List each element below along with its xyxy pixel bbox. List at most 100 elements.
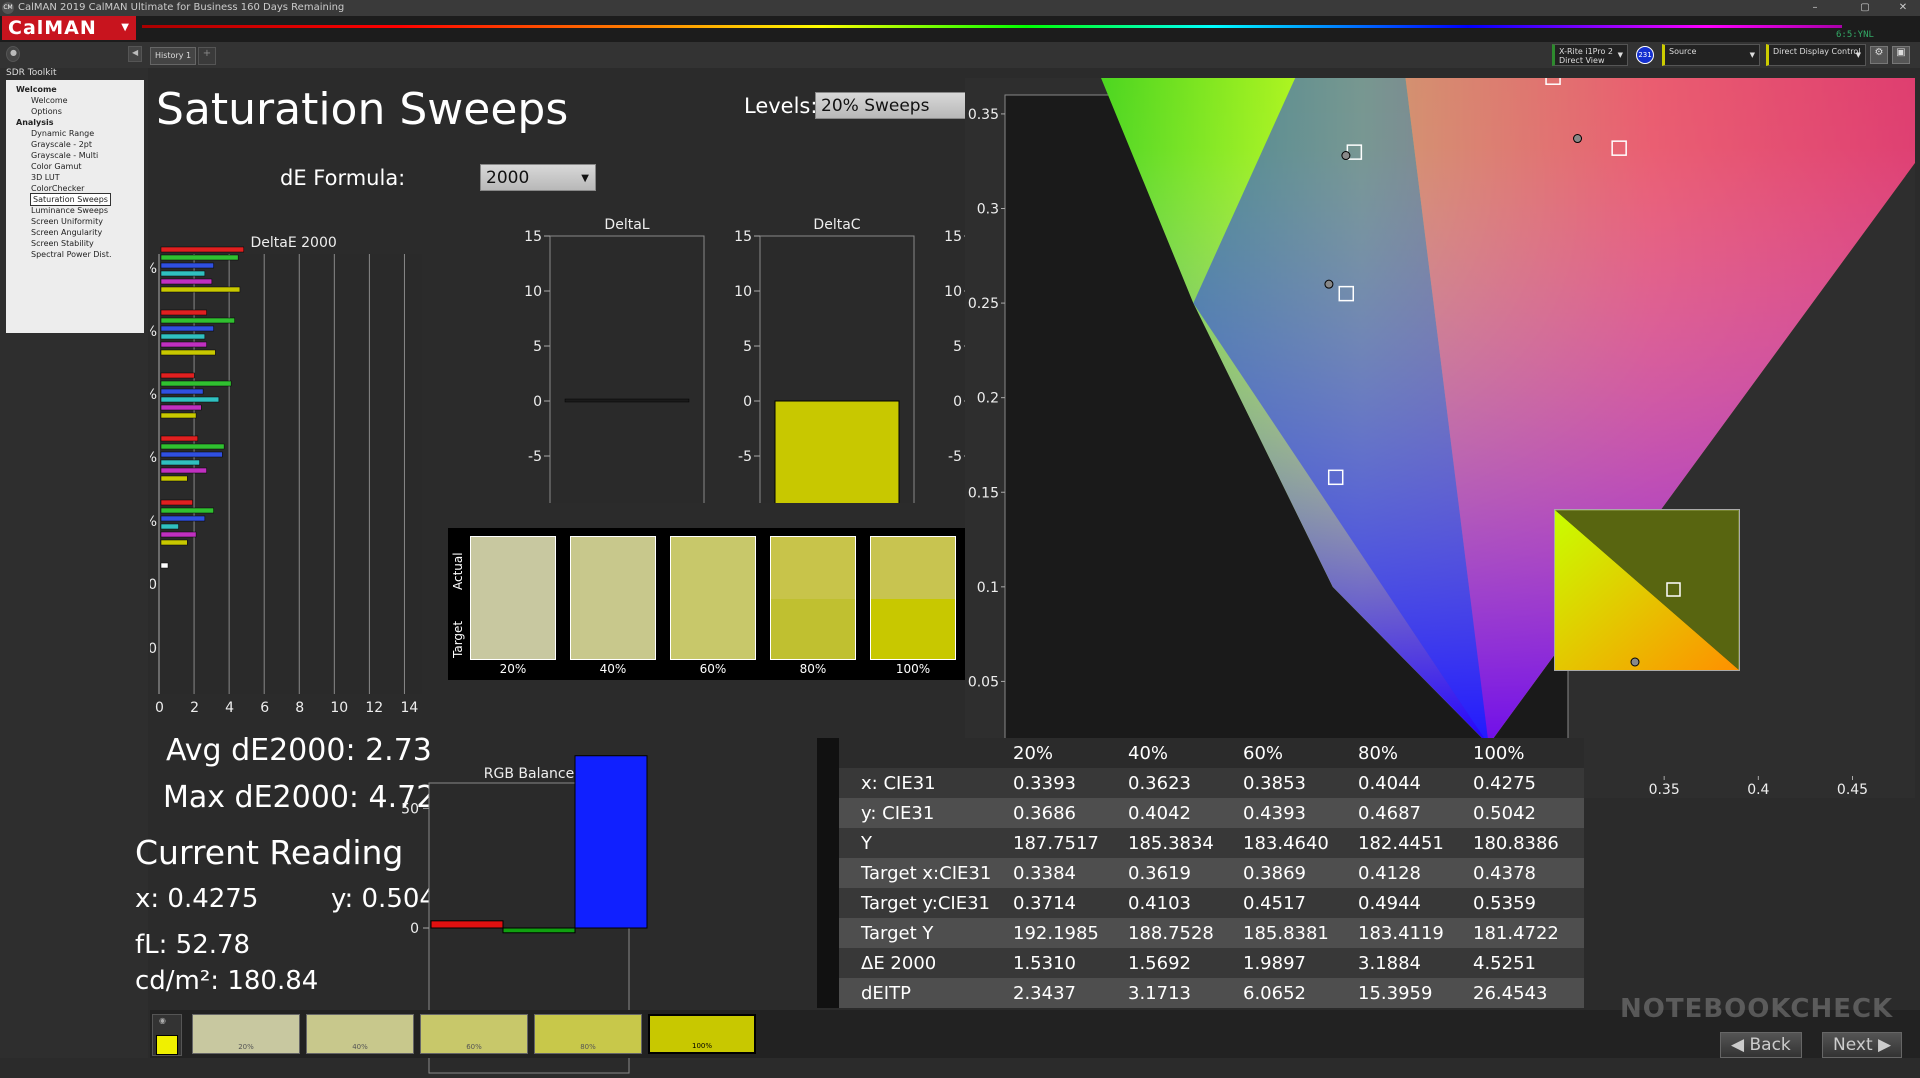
tree-item[interactable]: Saturation Sweeps [6, 193, 144, 206]
close-button[interactable]: ✕ [1898, 2, 1908, 13]
table-header-row: 20% 40% 60% 80% 100% [817, 738, 1584, 768]
y-tick-label: 0 [990, 769, 999, 785]
tree-item-label: Grayscale - Multi [31, 151, 99, 160]
cie-magenta-region [1405, 78, 1915, 745]
y-tick-label: -5 [738, 449, 752, 465]
source-device-select[interactable]: Source ▼ [1662, 44, 1760, 66]
table-row: y: CIE31 0.3686 0.4042 0.4393 0.4687 0.5042 [817, 798, 1584, 828]
deltae-bar [160, 349, 216, 356]
tree-item[interactable]: ColorChecker [6, 183, 144, 194]
x-tick-label: 0.2 [1371, 782, 1393, 798]
swatch-label: 60% [699, 662, 727, 676]
actual-swatch [671, 537, 755, 599]
tree-item[interactable]: Grayscale - 2pt [6, 139, 144, 150]
patch-swatch[interactable]: 20% [192, 1014, 300, 1054]
levels-label: Levels: [744, 94, 818, 118]
y-tick-label: 0 [533, 394, 542, 410]
tree-item[interactable]: Color Gamut [6, 161, 144, 172]
tree-item[interactable]: Screen Uniformity [6, 216, 144, 227]
deltae-bar [160, 435, 199, 442]
tree-item[interactable]: Options [6, 106, 144, 117]
table-cell: 0.3619 [1128, 862, 1191, 884]
deltae-title: DeltaE 2000 [251, 235, 337, 251]
deltae-bar [160, 412, 197, 419]
actual-swatch [871, 537, 955, 599]
table-cell: 0.3623 [1128, 772, 1191, 794]
y-tick-label: 100 [150, 577, 157, 593]
tree-item-label: ColorChecker [31, 184, 85, 193]
table-cell: 1.5692 [1128, 952, 1191, 974]
gear-icon[interactable]: ⚙ [1870, 46, 1888, 64]
row-marker [817, 858, 839, 888]
rgb-bar [430, 920, 504, 929]
cie-chart: CIE 1976 u'v'00.050.10.150.20.250.30.350… [965, 78, 1915, 798]
deltae-bar [160, 278, 213, 285]
tree-item[interactable]: Screen Angularity [6, 227, 144, 238]
swatch-pair [770, 536, 856, 660]
column-header: 20% [1013, 742, 1054, 764]
meter-badge[interactable]: 231 [1636, 46, 1654, 64]
tree-item[interactable]: 3D LUT [6, 172, 144, 183]
table-cell: 0.4517 [1243, 892, 1306, 914]
layout-icon[interactable]: ▣ [1892, 46, 1910, 64]
column-header: 40% [1128, 742, 1169, 764]
patch-label: 40% [352, 1043, 368, 1051]
current-patch-swatch [156, 1035, 178, 1055]
y-tick-label: 0 [953, 394, 962, 410]
tab-history-1[interactable]: History 1 [150, 47, 197, 65]
actual-swatch [771, 537, 855, 599]
back-label: Back [1749, 1035, 1791, 1055]
settings-icon[interactable]: ● [6, 46, 20, 62]
patch-swatch[interactable]: 100% [648, 1014, 756, 1054]
tree-group[interactable]: Welcome [16, 85, 57, 94]
deltae-bar [160, 499, 193, 506]
patch-tool[interactable]: ◉ [152, 1014, 182, 1056]
collapse-icon[interactable]: ◀ [128, 46, 142, 62]
tree-group[interactable]: Analysis [16, 118, 54, 127]
tree-item[interactable]: Dynamic Range [6, 128, 144, 139]
logo-text: CalMAN [8, 17, 97, 39]
add-tab-button[interactable]: + [198, 47, 216, 65]
meter-device-select[interactable]: X-Rite i1Pro 2 Direct View ▼ [1552, 44, 1628, 66]
source-label: Source [1669, 47, 1697, 56]
display-control-select[interactable]: Direct Display Control ▼ [1766, 44, 1866, 66]
patch-swatch[interactable]: 60% [420, 1014, 528, 1054]
swatch-pair [470, 536, 556, 660]
delta-chart-title: DeltaL [604, 217, 649, 233]
tree-item[interactable]: Grayscale - Multi [6, 150, 144, 161]
tree-item[interactable]: Screen Stability [6, 238, 144, 249]
workflow-tree: Welcome Welcome Options Analysis Dynamic Ran… [6, 80, 144, 333]
row-label: dEITP [861, 982, 911, 1004]
calman-menu-button[interactable]: CalMAN ▼ [2, 16, 136, 40]
x-tick-label: 4 [225, 700, 234, 716]
swatch-label: 100% [895, 662, 931, 676]
back-button[interactable]: ◀ Back [1720, 1032, 1802, 1058]
tree-item[interactable]: Luminance Sweeps [6, 205, 144, 216]
deltae-bar [160, 286, 241, 293]
delta-chart-title: DeltaC [813, 217, 860, 233]
patch-swatch[interactable]: 40% [306, 1014, 414, 1054]
tree-item-label: Saturation Sweeps [30, 193, 111, 206]
display-control-label: Direct Display Control [1773, 47, 1861, 56]
de-formula-select[interactable]: 2000 ▼ [480, 164, 596, 191]
x-tick-label: 0.1 [1182, 782, 1204, 798]
levels-value: 20% Sweeps [821, 96, 930, 116]
y-tick-label: 10 [734, 284, 752, 300]
tree-item[interactable]: Spectral Power Dist. [6, 249, 144, 260]
table-cell: 2.3437 [1013, 982, 1076, 1004]
table-row: ΔE 2000 1.5310 1.5692 1.9897 3.1884 4.5251 [817, 948, 1584, 978]
patch-swatch[interactable]: 80% [534, 1014, 642, 1054]
table-row: Target y:CIE31 0.3714 0.4103 0.4517 0.4944 0.… [817, 888, 1584, 918]
tree-item-label: Spectral Power Dist. [31, 250, 112, 259]
minimize-button[interactable]: – [1812, 2, 1818, 13]
row-marker [817, 918, 839, 948]
target-marker [1327, 469, 1344, 486]
patch-label: 60% [466, 1043, 482, 1051]
next-button[interactable]: Next ▶ [1822, 1032, 1903, 1058]
table-cell: 1.5310 [1013, 952, 1076, 974]
toolkit-panel: SDR Toolkit Welcome Welcome Options Analysi… [0, 68, 148, 1058]
y-tick-label: 5 [533, 339, 542, 355]
tree-item[interactable]: Welcome [6, 95, 144, 106]
maximize-button[interactable]: ▢ [1860, 2, 1870, 13]
x-tick-label: 10 [330, 700, 348, 716]
